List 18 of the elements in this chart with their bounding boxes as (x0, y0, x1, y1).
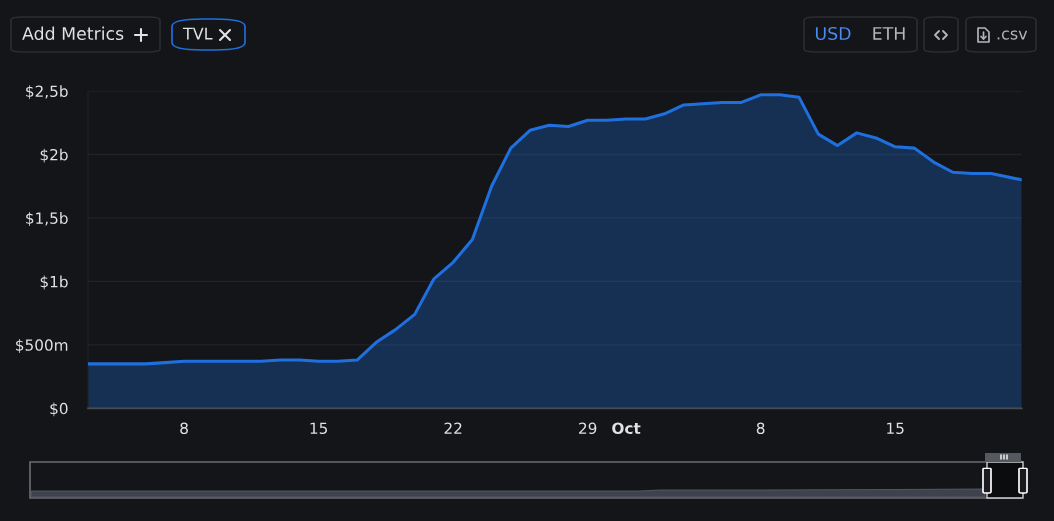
text: ETH (873, 27, 905, 40)
text: USD (815, 26, 851, 41)
text: .csv (997, 30, 1028, 40)
y-tick-label: $1,5b (26, 212, 68, 226)
y-tick-label: $2b (40, 148, 68, 163)
text: TVL (182, 27, 213, 40)
x-tick-label: 22 (444, 422, 462, 434)
x-tick-label: 8 (180, 422, 188, 435)
y-tick-label: $0 (50, 402, 68, 417)
x-tick-label: 15 (887, 422, 904, 435)
text: Add Metrics (22, 26, 124, 41)
x-tick-label: Oct (612, 422, 641, 435)
x-tick-label: 15 (310, 422, 328, 435)
x-tick-label: 29 (579, 422, 597, 435)
x-tick-label: 8 (756, 422, 765, 435)
y-tick-label: $2,5b (26, 85, 68, 100)
y-tick-label: $500m (16, 339, 68, 353)
y-tick-label: $1b (40, 275, 68, 290)
